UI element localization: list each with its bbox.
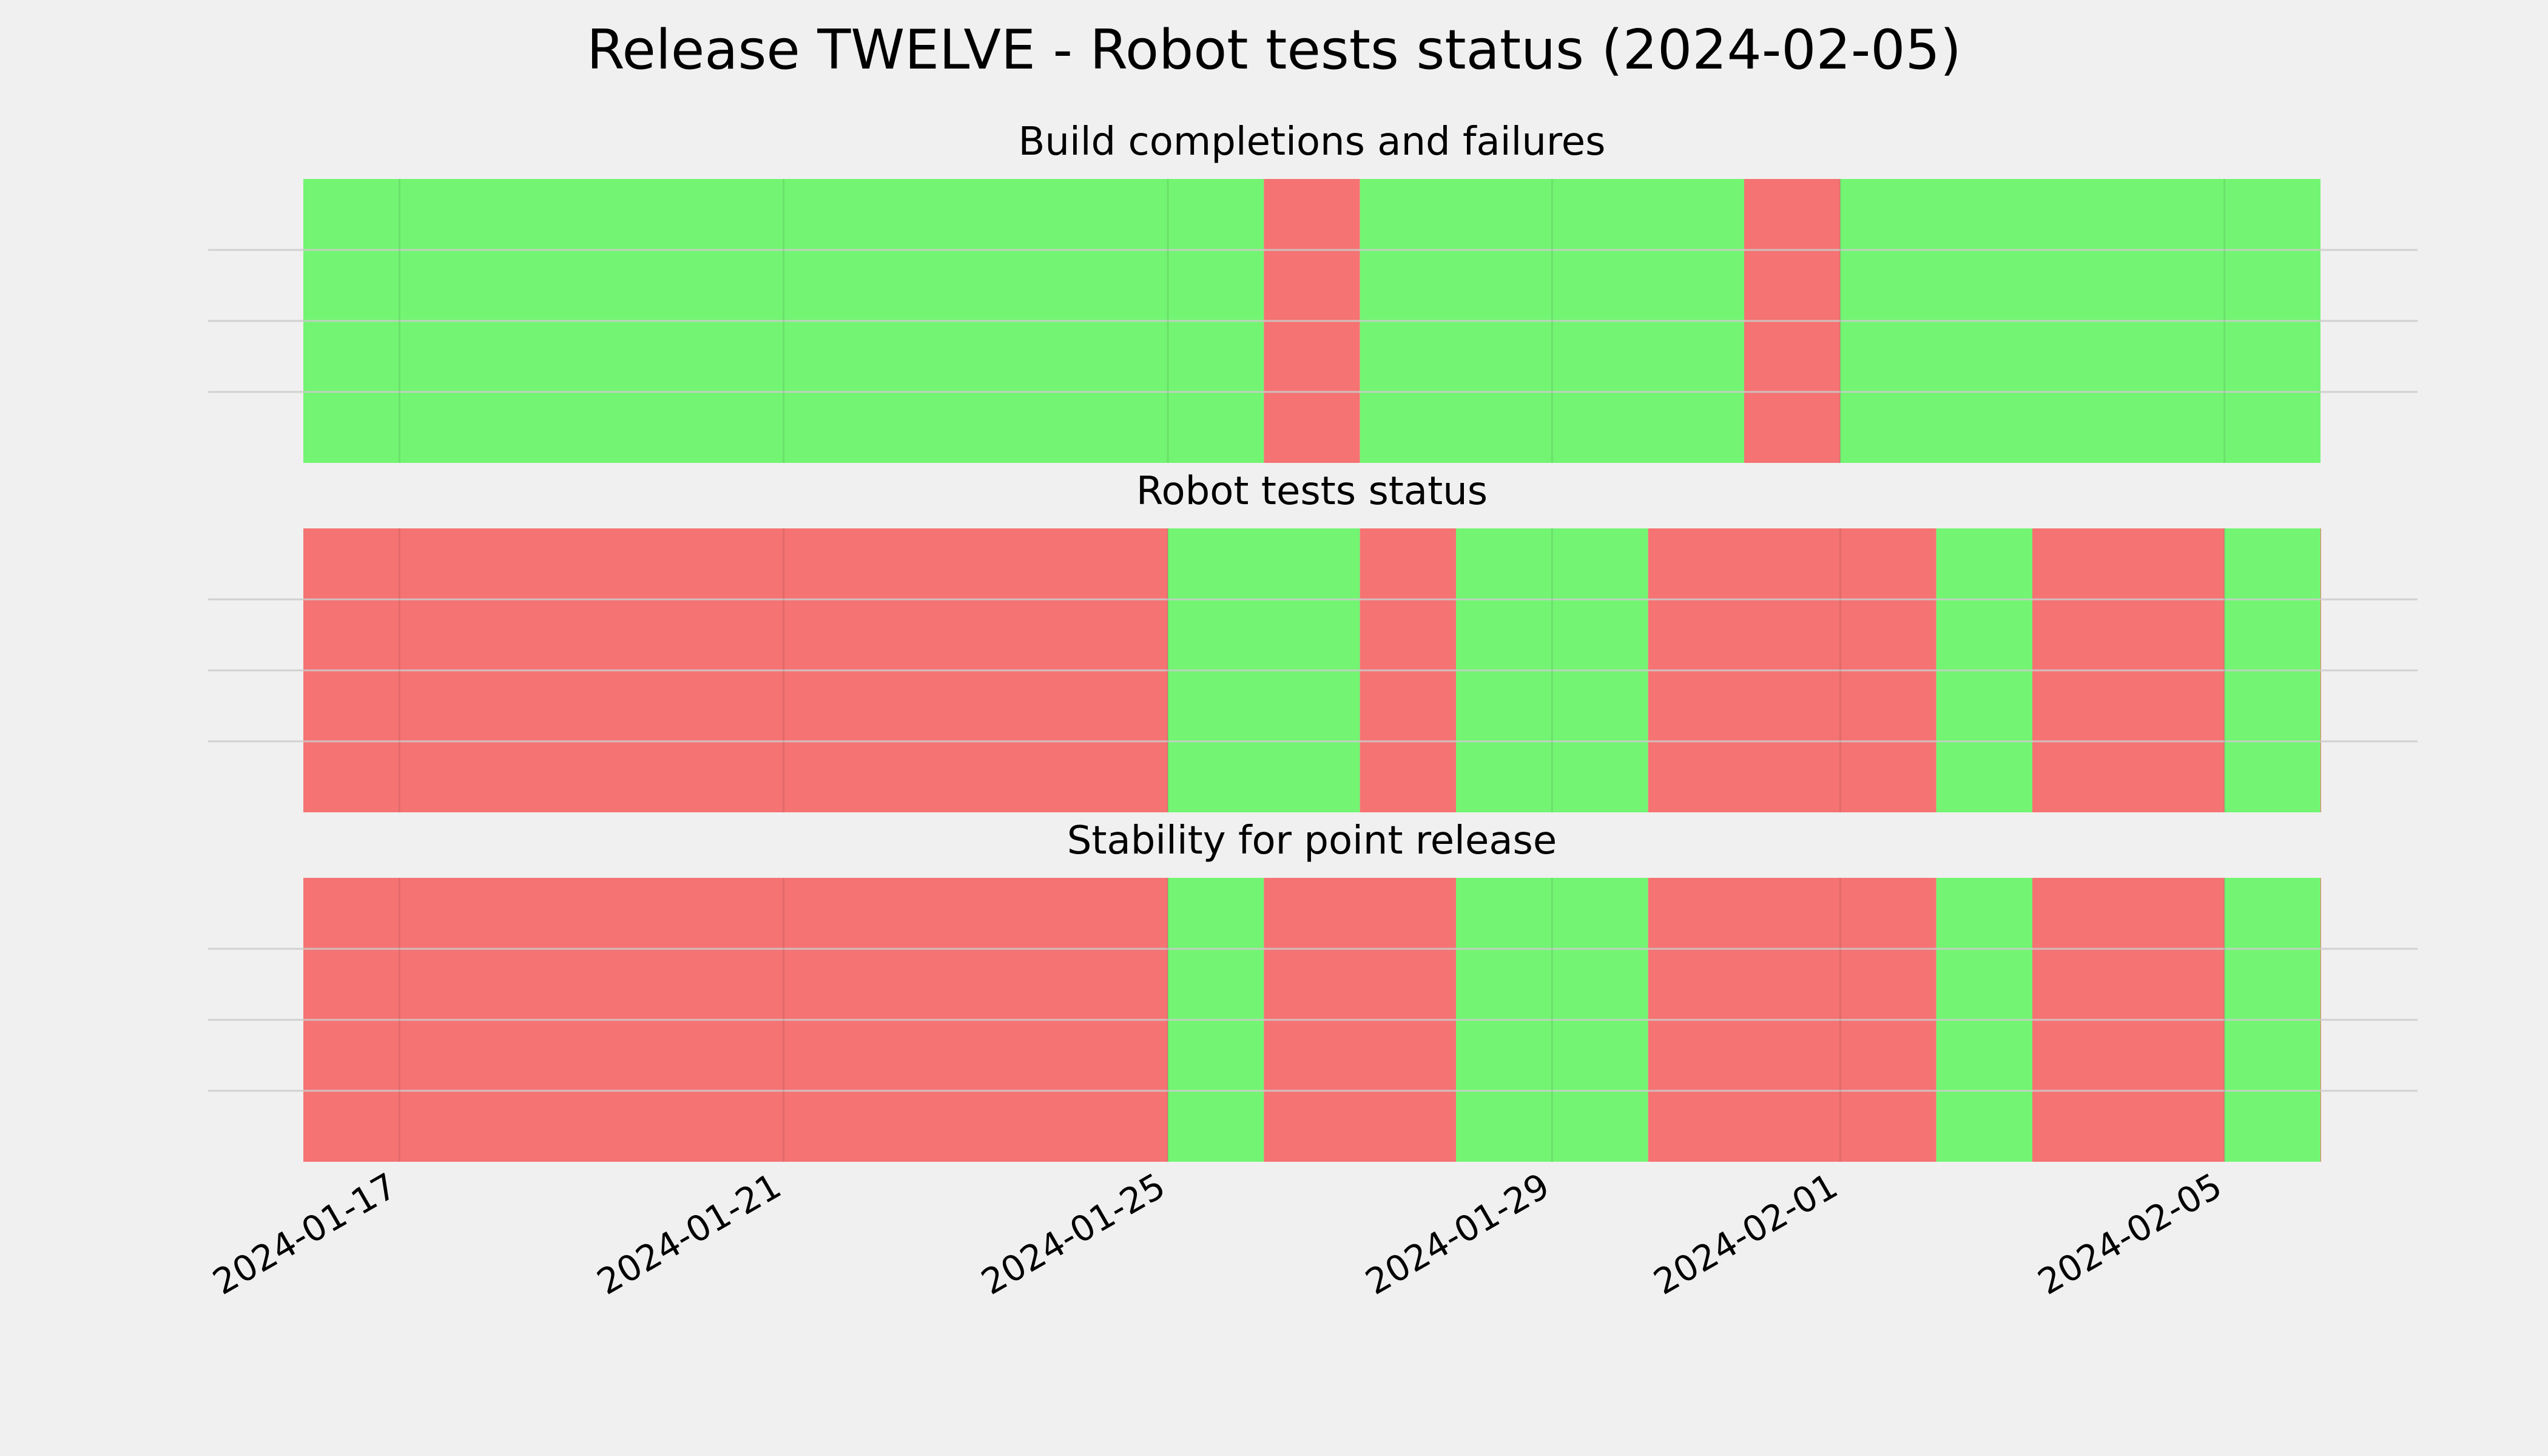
panel: Build completions and failures: [208, 120, 2418, 463]
x-tick-label: 2024-01-25: [974, 1165, 1172, 1303]
panels: Build completions and failures Robot test…: [208, 120, 2418, 1162]
chart-title: Release TWELVE - Robot tests status (202…: [587, 18, 1961, 82]
panel: Robot tests status: [208, 469, 2418, 812]
x-tick-label: 2024-01-21: [590, 1165, 788, 1303]
x-tick-label: 2024-02-01: [1646, 1165, 1844, 1303]
x-tick-label: 2024-02-05: [2031, 1165, 2229, 1303]
x-tick-label: 2024-01-17: [206, 1165, 403, 1303]
panel-title: Build completions and failures: [1019, 120, 1606, 164]
x-tick-label: 2024-01-29: [1358, 1165, 1556, 1303]
x-axis-ticks: 2024-01-17 2024-01-21 2024-01-25 2024-01-29…: [206, 1165, 2228, 1303]
panel: Stability for point release: [208, 818, 2418, 1162]
panel-title: Stability for point release: [1067, 818, 1557, 863]
panel-title: Robot tests status: [1136, 469, 1488, 514]
